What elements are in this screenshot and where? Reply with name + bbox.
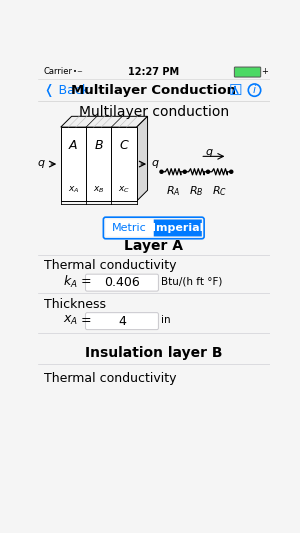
Text: Thermal conductivity: Thermal conductivity (44, 259, 176, 272)
FancyBboxPatch shape (234, 67, 261, 77)
Text: B: B (94, 139, 103, 152)
Text: $q$: $q$ (152, 158, 160, 170)
Text: Insulation layer B: Insulation layer B (85, 346, 223, 360)
Text: A: A (69, 139, 78, 152)
Circle shape (183, 170, 186, 173)
Text: =: = (81, 314, 92, 327)
Text: Multilayer conduction: Multilayer conduction (79, 104, 229, 119)
FancyBboxPatch shape (85, 313, 158, 329)
Text: in: in (161, 316, 170, 325)
Text: Multilayer Conduction: Multilayer Conduction (71, 84, 236, 96)
Text: $k_A$: $k_A$ (63, 274, 78, 290)
Text: Carrier: Carrier (44, 67, 73, 76)
Text: C: C (120, 139, 128, 152)
Text: 12:27 PM: 12:27 PM (128, 67, 179, 77)
Text: Thermal conductivity: Thermal conductivity (44, 372, 176, 385)
Text: Metric: Metric (112, 223, 147, 233)
Circle shape (230, 170, 233, 173)
Text: $R_B$: $R_B$ (189, 184, 204, 198)
Text: $x_B$: $x_B$ (93, 185, 104, 196)
FancyBboxPatch shape (154, 220, 202, 237)
Text: 0.406: 0.406 (104, 276, 140, 289)
Circle shape (160, 170, 163, 173)
FancyBboxPatch shape (61, 127, 137, 201)
Text: =: = (81, 276, 92, 288)
Text: Thickness: Thickness (44, 298, 106, 311)
Text: +: + (262, 67, 268, 76)
Text: i: i (253, 85, 256, 95)
Text: $x_A$: $x_A$ (68, 185, 79, 196)
FancyBboxPatch shape (85, 274, 158, 291)
Polygon shape (137, 116, 148, 201)
Text: $x_C$: $x_C$ (118, 185, 130, 196)
Polygon shape (61, 116, 148, 127)
Text: •~: •~ (73, 69, 83, 75)
Text: 4: 4 (118, 314, 126, 328)
Text: Btu/(h ft °F): Btu/(h ft °F) (161, 277, 222, 287)
Text: $x_A$: $x_A$ (63, 314, 78, 327)
Text: ❬ Back: ❬ Back (44, 84, 89, 96)
FancyBboxPatch shape (106, 220, 154, 237)
Text: $R_A$: $R_A$ (166, 184, 180, 198)
Text: $q$: $q$ (38, 158, 46, 170)
Text: $R_C$: $R_C$ (212, 184, 227, 198)
Text: ☐: ☐ (228, 83, 242, 98)
Circle shape (206, 170, 210, 173)
Text: Layer A: Layer A (124, 239, 183, 253)
Text: Imperial: Imperial (152, 223, 203, 233)
Text: $q$: $q$ (205, 147, 214, 158)
